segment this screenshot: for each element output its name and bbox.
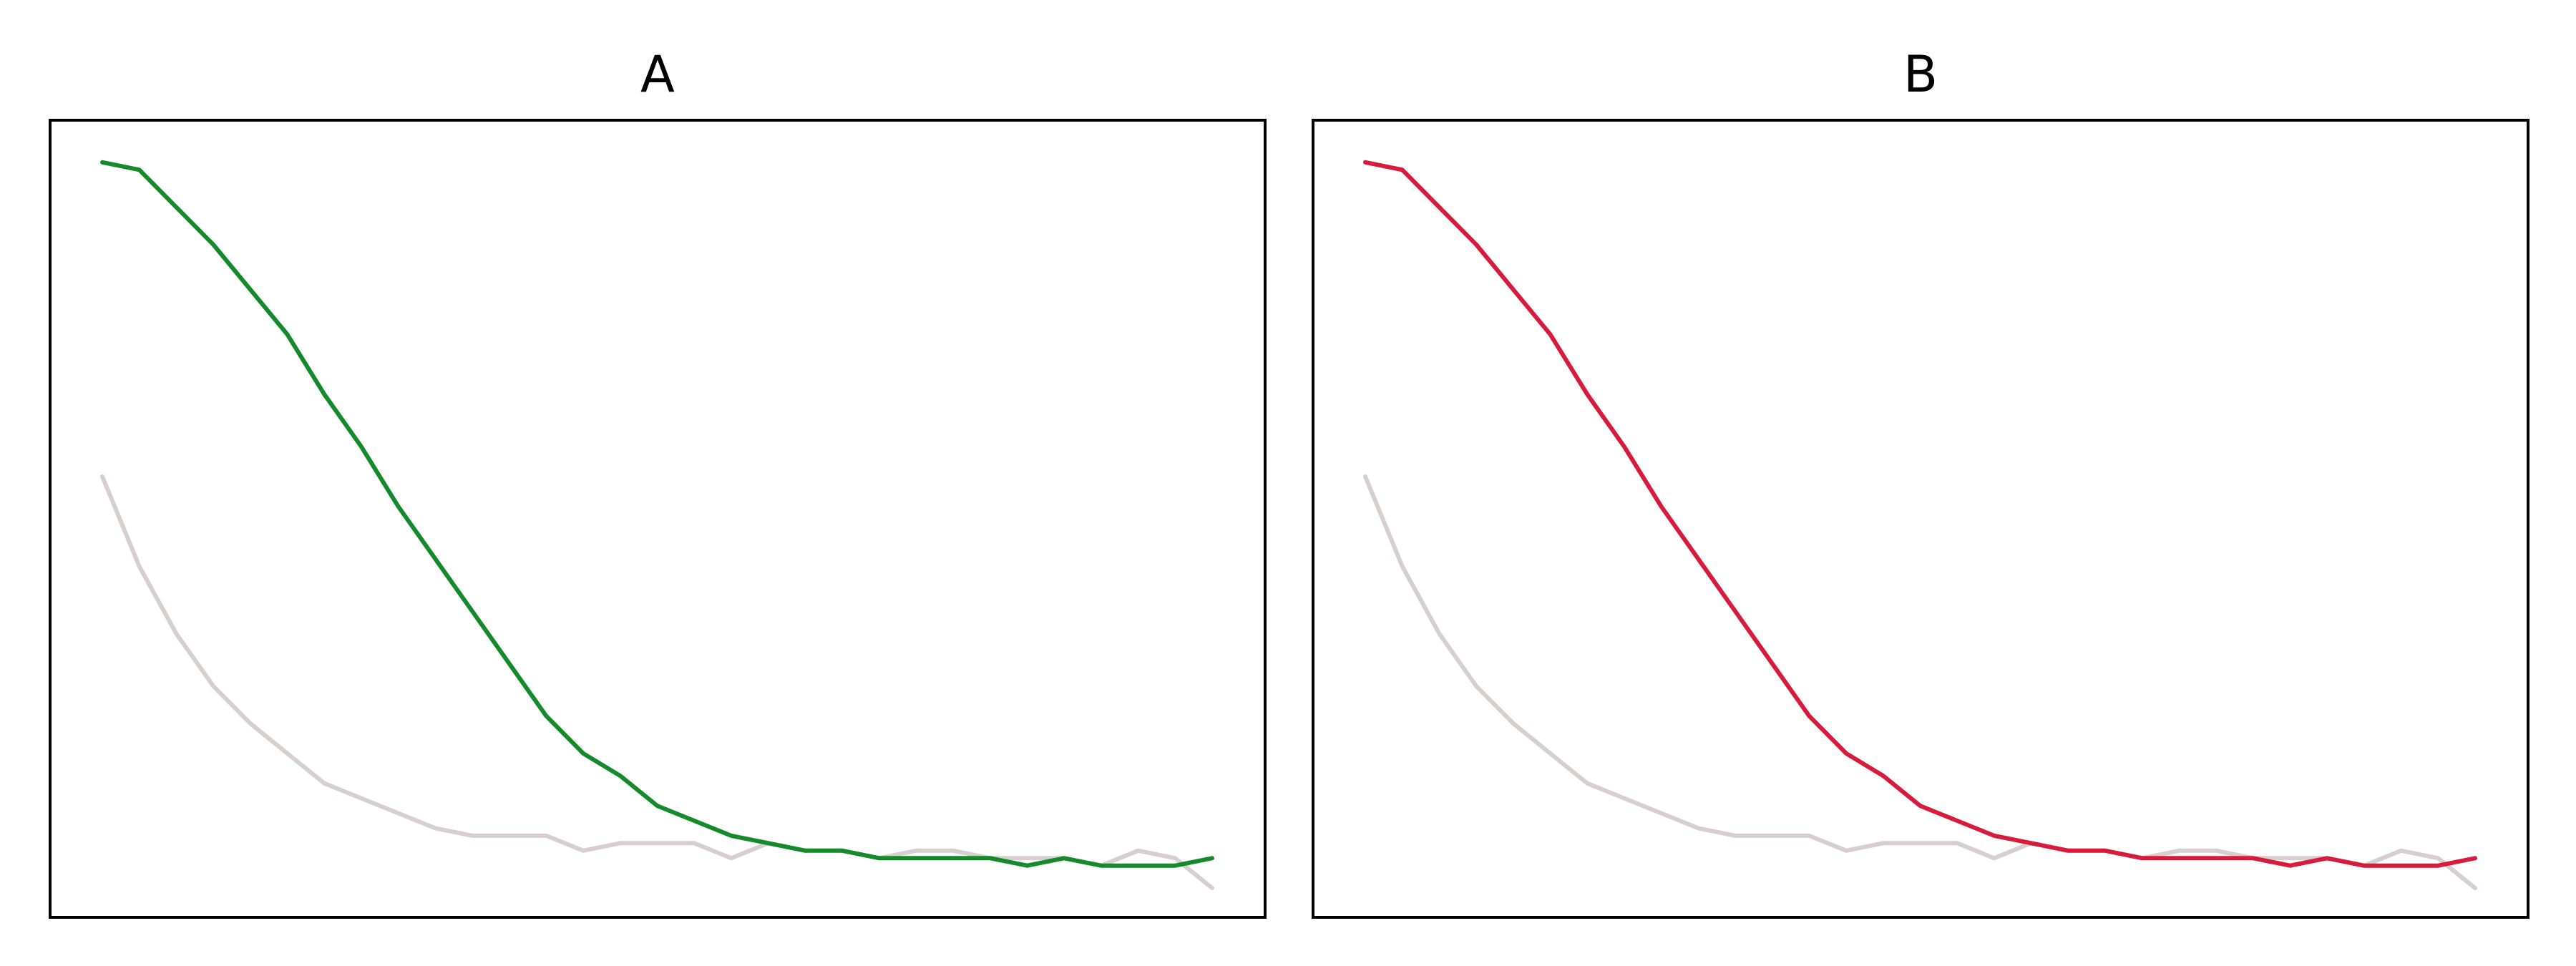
series-layer-a	[100, 160, 1214, 891]
plot-frame-a	[49, 119, 1267, 919]
panel-a: A	[49, 45, 1267, 919]
series-line-a-2	[100, 160, 1214, 868]
panel-b: B	[1312, 45, 2529, 919]
series-line-b-1	[1363, 474, 2477, 891]
series-line-a-1	[100, 474, 1214, 891]
series-line-b-2	[1363, 160, 2477, 868]
plot-frame-b	[1312, 119, 2529, 919]
panel-title-b: B	[1903, 45, 1938, 104]
series-layer-b	[1363, 160, 2477, 891]
panel-title-a: A	[640, 45, 675, 104]
